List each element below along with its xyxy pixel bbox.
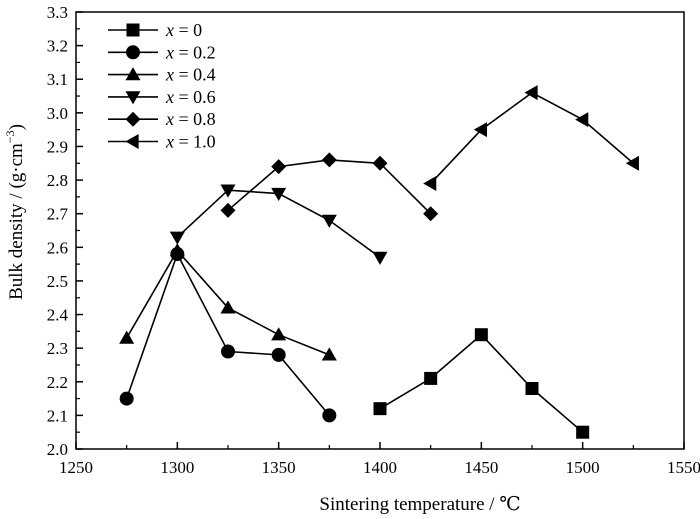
data-point [220,300,236,314]
legend-label: x = 0.6 [165,87,216,107]
series-line [227,159,432,215]
series-3 [169,184,388,265]
legend: x = 0x = 0.2x = 0.4x = 0.6x = 0.8x = 1.0 [108,20,216,152]
y-axis-title-main: Bulk density / (g·cm [6,143,27,300]
data-point [220,202,236,218]
data-point [424,371,438,385]
data-point [271,347,286,362]
legend-marker [126,23,140,37]
data-point [271,159,287,175]
legend-item: x = 1.0 [108,132,216,152]
legend-label: x = 0.4 [165,65,216,85]
y-tick-label: 3.1 [47,70,68,89]
legend-variable: x [165,109,179,129]
series-5 [423,85,639,191]
x-axis-title: Sintering temperature / ℃ [319,494,520,515]
data-point [322,408,337,423]
y-tick-label: 3.0 [47,104,68,123]
legend-variable: x [165,132,179,152]
series-line [125,252,330,416]
series-4 [220,152,439,222]
legend-value: = 1.0 [179,132,216,152]
x-tick-label: 1500 [566,458,600,477]
data-point [372,155,388,171]
data-point [169,231,185,245]
y-tick-label: 2.0 [47,440,68,459]
data-point [625,155,639,171]
x-tick-label: 1300 [160,458,194,477]
data-point [221,344,235,359]
x-tick-label: 1350 [262,458,296,477]
y-tick-label: 2.2 [47,373,68,392]
data-point [321,214,337,228]
data-point [575,112,589,128]
data-point [373,402,387,416]
data-point [473,122,487,138]
legend-item: x = 0.4 [108,65,216,85]
legend-marker [125,134,139,149]
y-tick-label: 2.5 [47,272,68,291]
data-point [321,152,337,168]
legend-item: x = 0 [108,20,202,40]
y-tick-label: 2.7 [47,205,69,224]
legend-value: = 0.8 [179,109,216,129]
y-tick-label: 2.3 [47,339,68,358]
legend-marker [125,111,141,127]
legend-variable: x [165,20,179,40]
data-point [423,206,439,222]
y-tick-label: 3.2 [47,37,68,56]
legend-value: = 0 [179,20,203,40]
x-tick-label: 1250 [59,458,93,477]
series-1 [119,247,337,423]
y-tick-label: 2.9 [47,137,68,156]
x-tick-label: 1400 [363,458,397,477]
series-line [379,333,584,433]
data-point [220,184,236,198]
data-point [524,85,538,101]
data-point [271,187,287,202]
data-point [423,175,437,191]
legend-value: = 0.4 [179,65,216,85]
legend-variable: x [165,42,179,62]
y-tick-label: 2.1 [47,406,68,425]
data-point [271,327,287,341]
series-layer [119,85,639,439]
y-axis-title-end: ) [6,124,27,130]
legend-label: x = 1.0 [165,132,216,152]
series-line [430,91,634,184]
legend-marker [125,91,141,105]
series-2 [119,243,337,361]
data-point [525,381,539,395]
y-tick-label: 2.8 [47,171,68,190]
y-tick-label: 2.4 [47,306,69,325]
data-point [321,347,337,361]
data-point [372,251,388,265]
y-axis-title: Bulk density / (g·cm−3) [3,124,27,300]
legend-variable: x [165,87,179,107]
legend-value: = 0.2 [179,42,216,62]
legend-label: x = 0.8 [165,109,216,129]
legend-value: = 0.6 [179,87,216,107]
y-axis-title-superscript: −3 [3,130,17,143]
y-tick-label: 3.3 [47,3,68,22]
data-point [169,243,185,257]
legend-marker [125,67,141,81]
x-tick-label: 1550 [667,458,700,477]
series-0 [373,328,590,439]
data-point [576,425,590,439]
legend-item: x = 0.8 [108,109,216,129]
data-point [119,330,135,344]
legend-label: x = 0.2 [165,42,216,62]
y-tick-label: 2.6 [47,238,68,257]
legend-item: x = 0.2 [108,42,216,62]
x-tick-label: 1450 [464,458,498,477]
data-point [474,328,488,342]
axes: 1250 1300 1350 1400 1450 1500 1550 2.0 2.1 2.2 2.3… [47,3,700,477]
legend-marker [126,45,140,60]
legend-label: x = 0 [165,20,202,40]
data-point [119,391,134,406]
legend-variable: x [165,65,179,85]
legend-item: x = 0.6 [108,87,216,107]
